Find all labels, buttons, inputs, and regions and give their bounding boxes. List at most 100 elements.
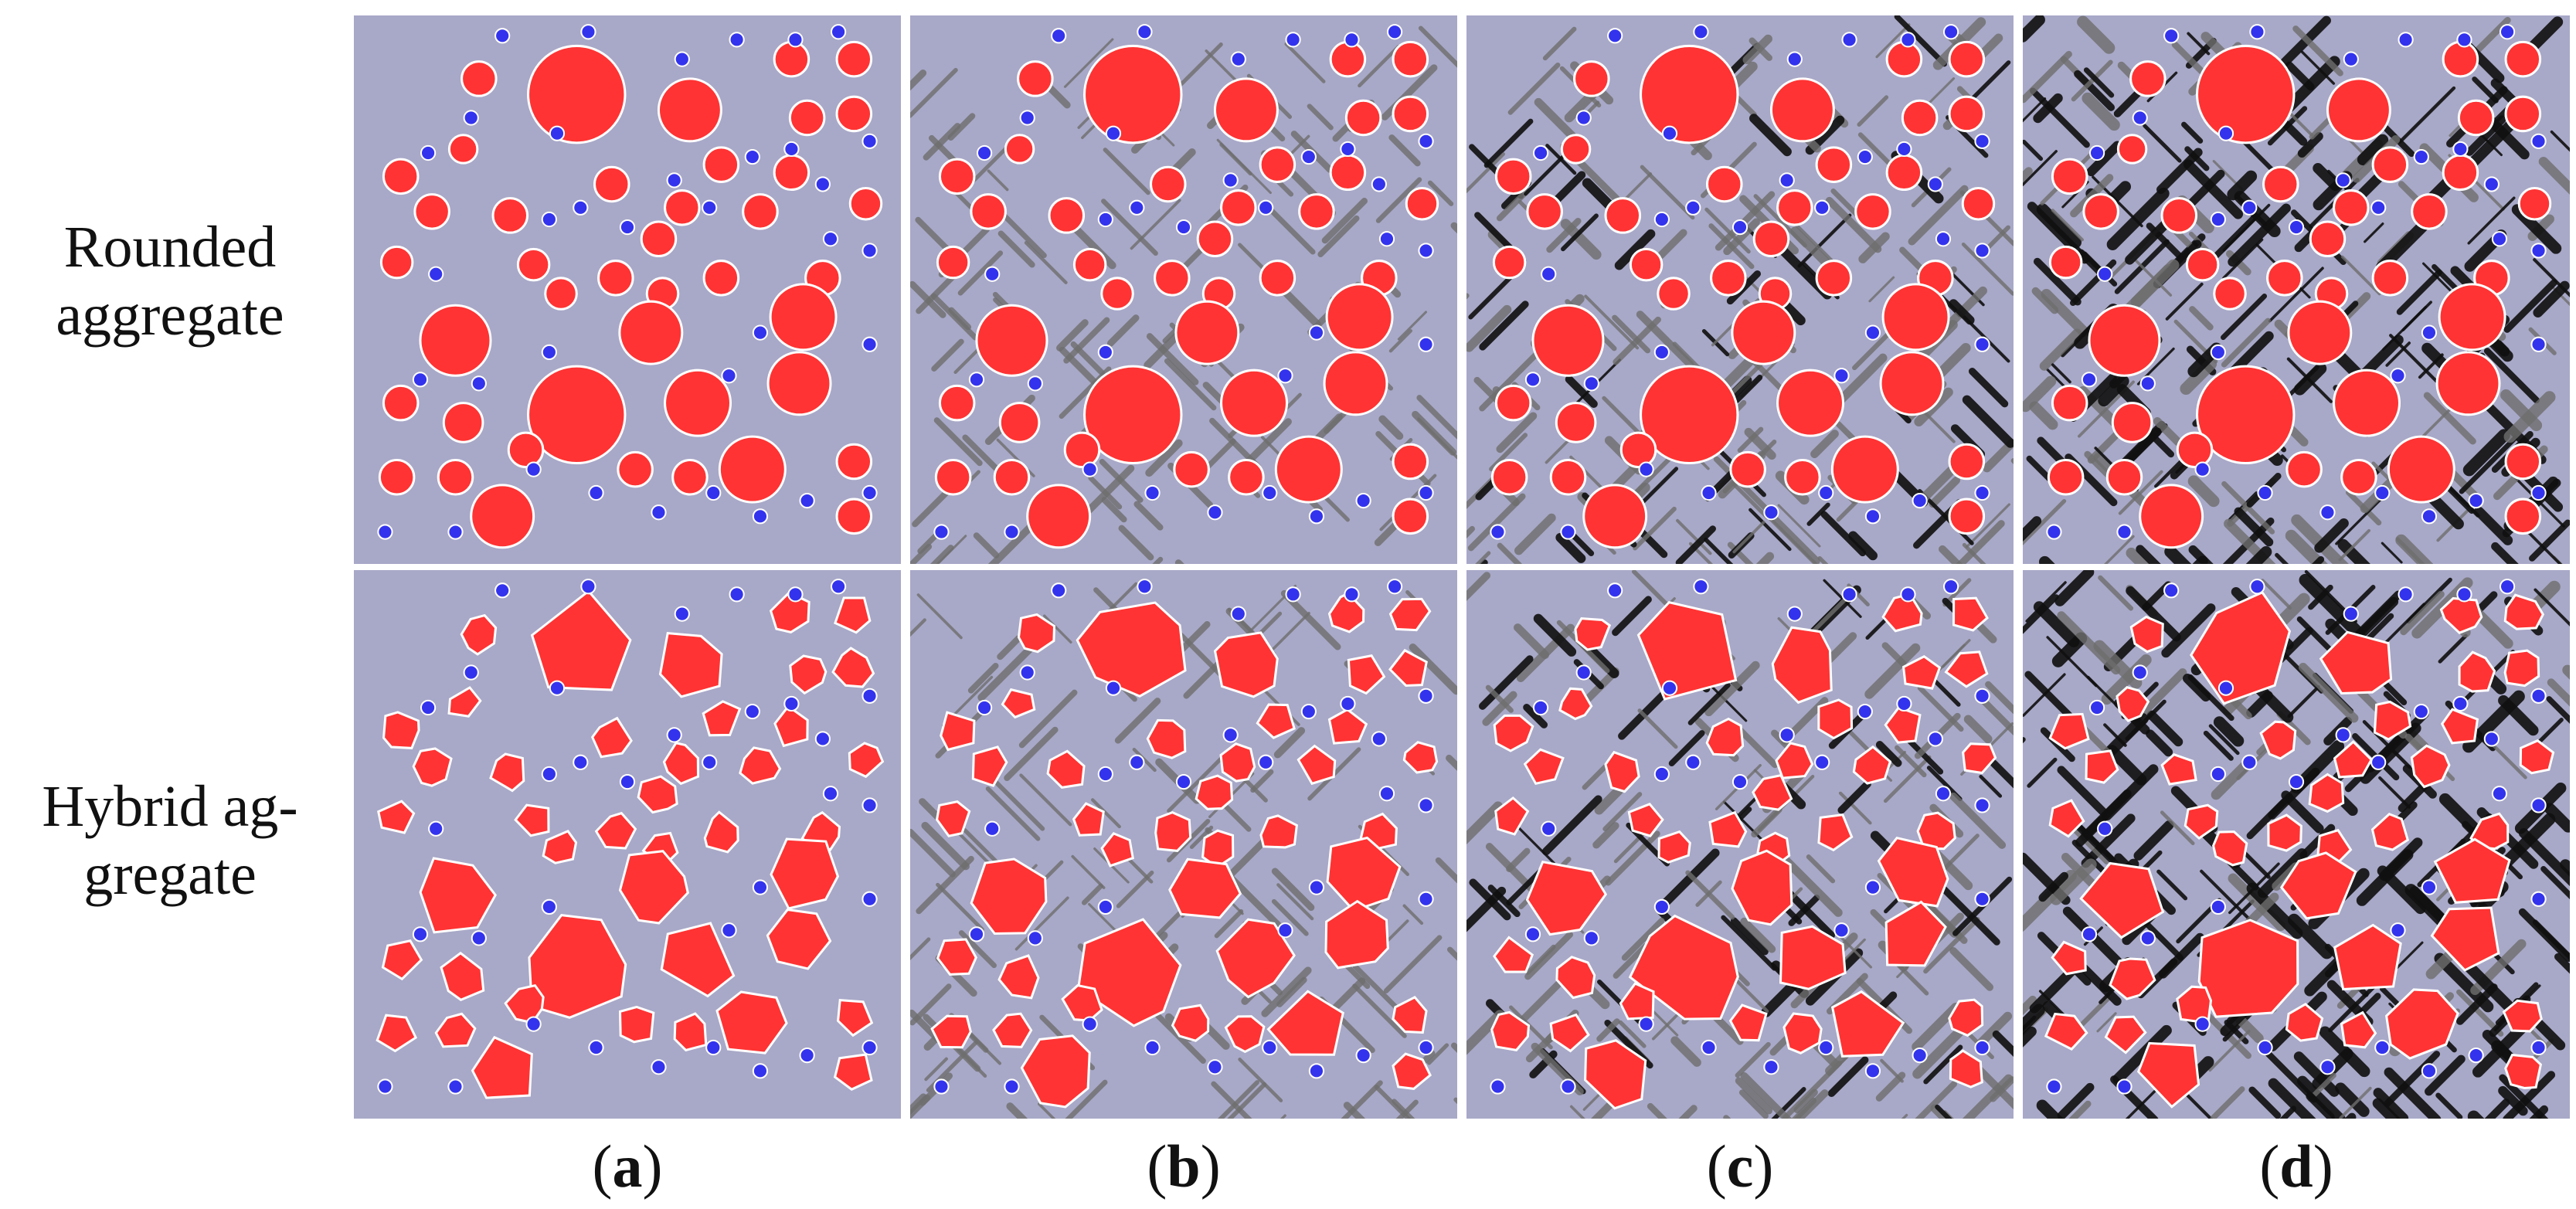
crack <box>1837 780 1871 814</box>
crack <box>1857 132 1896 170</box>
crack <box>2279 1105 2297 1119</box>
aggregate-particle <box>542 830 578 864</box>
fine-particle <box>588 484 604 501</box>
crack <box>1976 1066 2014 1110</box>
fine-particle <box>1386 579 1403 595</box>
aggregate-particle <box>773 705 809 748</box>
crack <box>2161 603 2216 658</box>
crack <box>923 123 961 161</box>
crack <box>2126 547 2150 564</box>
crack <box>1637 528 1668 559</box>
aggregate-particle <box>2136 1041 2200 1109</box>
aggregate-particle <box>2433 837 2511 904</box>
aggregate-particle <box>664 368 732 437</box>
crack <box>997 230 1035 268</box>
crack <box>1923 916 1980 974</box>
crack <box>2146 710 2183 747</box>
aggregate-particle <box>936 938 977 976</box>
fine-particle <box>1258 754 1274 770</box>
aggregate-particle <box>1555 402 1597 443</box>
crack <box>1466 304 1512 352</box>
crack <box>2156 869 2188 901</box>
crack <box>1753 194 1807 248</box>
crack <box>2023 995 2037 1016</box>
crack <box>2036 203 2082 249</box>
aggregate-particle <box>1001 688 1036 719</box>
fine-particle <box>721 922 737 939</box>
crack <box>1763 508 1820 564</box>
aggregate-particle <box>1329 40 1367 78</box>
aggregate-particle <box>1256 703 1296 739</box>
fine-particle <box>1418 688 1434 704</box>
fine-particle <box>412 372 429 388</box>
aggregate-particle <box>1885 154 1923 192</box>
crack <box>1817 555 1829 564</box>
crack <box>1594 785 1624 815</box>
crack <box>2023 1004 2045 1035</box>
aggregate-particle <box>2051 158 2088 195</box>
fine-particle <box>1418 797 1434 813</box>
fine-particle <box>1583 930 1599 946</box>
aggregate-particle <box>1220 189 1257 226</box>
crack <box>2529 519 2570 562</box>
fine-particle <box>1371 731 1387 747</box>
crack <box>1175 629 1224 678</box>
crack <box>2268 1078 2316 1119</box>
crack <box>2534 588 2570 627</box>
aggregate-particle <box>1752 220 1790 258</box>
crack <box>967 663 999 694</box>
aggregate-particle <box>1298 193 1335 230</box>
fine-particle <box>1912 492 1928 509</box>
fine-particle <box>1532 699 1549 716</box>
crack <box>2529 1105 2549 1119</box>
crack <box>2023 50 2072 104</box>
aggregate-particle <box>2285 450 2323 488</box>
crack <box>2538 156 2570 195</box>
aggregate-particle <box>1573 60 1610 97</box>
fine-particle <box>1638 1016 1654 1032</box>
crack <box>1352 963 1399 1010</box>
fine-particle <box>1661 125 1678 141</box>
crack <box>1152 556 1164 564</box>
aggregate-particle <box>2333 923 2402 991</box>
aggregate-particle <box>834 596 872 634</box>
fine-particle <box>2483 731 2500 747</box>
aggregate-particle <box>2116 686 2150 722</box>
crack <box>1883 755 1932 803</box>
crack <box>2023 499 2067 545</box>
aggregate-particle <box>1392 1052 1432 1090</box>
aggregate-particle <box>833 1053 873 1091</box>
crack <box>1633 506 1677 551</box>
crack <box>1479 301 1529 351</box>
crack <box>2036 1099 2064 1119</box>
aggregate-particle <box>2371 146 2409 183</box>
crack <box>2106 187 2170 250</box>
crack <box>2299 824 2336 860</box>
fine-particle <box>1308 324 1325 341</box>
crack <box>1676 518 1712 555</box>
aggregate-particle <box>1830 990 1905 1058</box>
crack <box>2547 678 2570 707</box>
fine-particle <box>2116 524 2133 540</box>
crack <box>2208 724 2240 756</box>
crack <box>1963 715 1993 744</box>
aggregate-particle <box>1728 1004 1768 1042</box>
crack <box>1145 439 1183 477</box>
fine-particle <box>1308 508 1325 525</box>
aggregate-particle <box>1061 983 1103 1022</box>
fine-particle <box>976 144 993 161</box>
aggregate-particle <box>2309 220 2347 258</box>
crack <box>2183 673 2211 702</box>
aggregate-particle <box>1706 165 1743 203</box>
aggregate-particle <box>2047 458 2085 496</box>
crack <box>2130 259 2180 308</box>
crack <box>1388 329 1413 353</box>
aggregate-particle <box>1779 925 1847 990</box>
fine-particle <box>1285 32 1301 48</box>
crack <box>1990 759 2014 789</box>
aggregate-particle <box>831 647 875 688</box>
fine-particle <box>1685 199 1701 216</box>
crack <box>1755 552 1775 564</box>
aggregate-particle <box>1392 443 1429 481</box>
crack <box>1668 730 1705 766</box>
